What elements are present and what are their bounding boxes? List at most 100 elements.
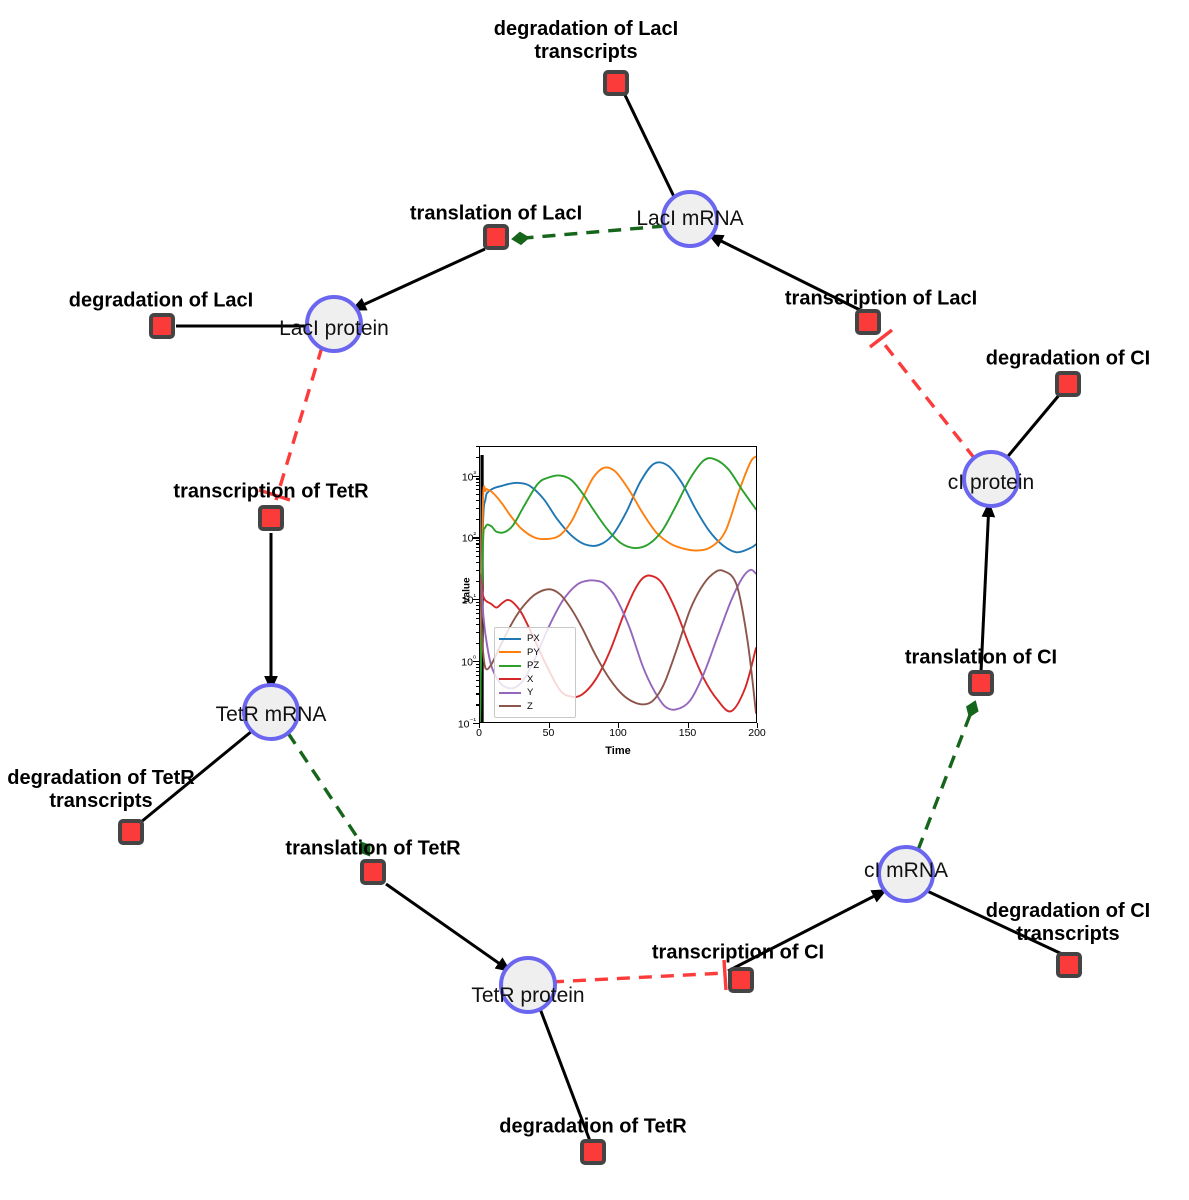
plot-y-tickmark: [473, 661, 479, 663]
reaction-label-deg-laci: degradation of LacI: [68, 289, 254, 312]
reaction-nodes-layer: [118, 70, 1082, 1165]
plot-x-tickmark: [479, 723, 481, 728]
plot-x-tick-label: 100: [609, 727, 627, 739]
edge-deg-ci-transcripts: [924, 888, 1063, 956]
plot-y-tick-label: 10²: [461, 530, 476, 545]
plot-x-tick-label: 50: [542, 727, 555, 739]
reaction-label-deg-ci: degradation of CI: [985, 347, 1151, 370]
reaction-label-deg-ci-transcripts: degradation of CI transcripts: [985, 900, 1151, 945]
plot-y-minor-tickmark: [475, 623, 479, 626]
plot-y-minor-tickmark: [475, 500, 479, 502]
plot-y-minor-tickmark: [475, 685, 479, 687]
edge-translation-tetr-to-protein: [385, 882, 512, 973]
reaction-node-transcription-laci[interactable]: [855, 309, 881, 335]
plot-x-tickmark: [687, 723, 689, 728]
plot-series-x: [480, 575, 756, 712]
plot-y-minor-tickmark: [475, 663, 479, 666]
reaction-node-deg-tetr-transcripts[interactable]: [118, 819, 144, 845]
species-node-tetr-mrna[interactable]: [242, 683, 300, 741]
plot-y-minor-tickmark: [475, 485, 479, 487]
species-node-laci-mrna[interactable]: [661, 190, 719, 248]
edge-transcription-laci-to-mrna: [707, 233, 861, 312]
plot-y-minor-tickmark: [475, 704, 479, 706]
plot-y-minor-tickmark: [475, 612, 479, 615]
plot-x-tickmark: [548, 723, 550, 728]
legend-label: Z: [527, 700, 533, 712]
timeseries-inset-plot: Value Time 10⁻¹ 10⁰ 10¹ 10² 10³ 0 50 100 150 200…: [458, 437, 770, 757]
reaction-node-deg-ci-transcripts[interactable]: [1056, 952, 1082, 978]
plot-y-minor-tickmark: [475, 551, 479, 553]
reaction-node-translation-tetr[interactable]: [360, 859, 386, 885]
edge-catalysis-tetr-translation: [286, 732, 371, 857]
plot-y-minor-tickmark: [475, 546, 479, 549]
plot-y-tick-label: 10⁰: [461, 653, 476, 669]
reaction-node-translation-laci[interactable]: [483, 224, 509, 250]
reaction-node-deg-laci-transcripts[interactable]: [603, 70, 629, 96]
reaction-node-deg-tetr[interactable]: [580, 1139, 606, 1165]
reaction-node-deg-laci[interactable]: [149, 313, 175, 339]
plot-x-tick-label: 0: [476, 727, 482, 739]
legend-item-py: PY: [499, 646, 571, 660]
plot-y-tickmark: [473, 475, 479, 477]
legend-swatch-icon: [499, 678, 521, 681]
edge-catalysis-ci-translation: [916, 700, 979, 851]
plot-x-tick-label: 200: [748, 727, 766, 739]
plot-x-tick-label: 150: [678, 727, 697, 739]
plot-y-minor-tickmark: [475, 605, 479, 607]
plot-series-px: [480, 462, 756, 722]
plot-y-minor-tickmark: [475, 556, 479, 558]
plot-y-minor-tickmark: [475, 540, 479, 542]
species-node-ci-mrna[interactable]: [877, 845, 935, 903]
legend-swatch-icon: [499, 664, 521, 667]
plot-y-minor-tickmark: [475, 446, 479, 448]
edge-deg-laci-transcripts: [622, 92, 680, 206]
species-node-ci-protein[interactable]: [962, 450, 1020, 508]
plot-x-tickmark: [757, 723, 759, 728]
tee-inhibition-ci-laci: [868, 328, 894, 349]
reaction-node-translation-ci[interactable]: [968, 670, 994, 696]
plot-y-minor-tickmark: [475, 478, 479, 480]
reaction-label-transcription-tetr: transcription of TetR: [173, 480, 369, 503]
plot-y-minor-tickmark: [475, 507, 479, 510]
plot-y-minor-tickmark: [475, 602, 479, 604]
plot-y-minor-tickmark: [475, 456, 479, 459]
plot-y-minor-tickmark: [475, 562, 479, 564]
plot-y-minor-tickmark: [475, 543, 479, 545]
plot-y-minor-tickmark: [475, 569, 479, 571]
tee-inhibition-laci-tetr: [258, 488, 291, 502]
plot-y-tickmark: [473, 599, 479, 601]
reaction-node-transcription-tetr[interactable]: [258, 505, 284, 531]
edge-catalysis-laci-translation: [511, 224, 666, 246]
species-node-tetr-protein[interactable]: [499, 956, 557, 1014]
plot-y-minor-tickmark: [475, 674, 479, 677]
reaction-node-deg-ci[interactable]: [1055, 371, 1081, 397]
legend-swatch-icon: [499, 691, 521, 694]
edges-layer: [140, 92, 1063, 1142]
plot-y-minor-tickmark: [475, 670, 479, 672]
plot-y-minor-tickmark: [475, 631, 479, 633]
reaction-label-translation-laci: translation of LacI: [409, 202, 583, 225]
reaction-label-transcription-ci: transcription of CI: [651, 941, 825, 964]
tee-inhibition-tetr-ci: [722, 959, 728, 991]
reaction-label-deg-laci-transcripts: degradation of LacI transcripts: [493, 18, 679, 63]
species-node-laci-protein[interactable]: [305, 295, 363, 353]
legend-label: PZ: [527, 660, 540, 672]
plot-axes-frame: PX PY PZ X Y Z: [479, 446, 757, 723]
plot-y-minor-tickmark: [475, 667, 479, 669]
plot-y-minor-tickmark: [475, 679, 479, 681]
legend-label: Y: [527, 687, 534, 699]
plot-x-tickmark: [618, 723, 620, 728]
edge-translation-laci-to-protein: [350, 247, 486, 312]
legend-item-y: Y: [499, 686, 571, 700]
plot-series-pz: [480, 458, 756, 722]
edge-inhibition-ci-laci: [879, 338, 977, 461]
legend-swatch-icon: [499, 637, 521, 640]
legend-swatch-icon: [499, 651, 521, 654]
edge-inhibition-laci-tetr: [274, 346, 324, 501]
legend-item-z: Z: [499, 700, 571, 714]
plot-y-tickmark: [473, 723, 479, 725]
species-nodes-layer: [242, 190, 1020, 1014]
reaction-node-transcription-ci[interactable]: [728, 967, 754, 993]
plot-y-minor-tickmark: [475, 580, 479, 582]
